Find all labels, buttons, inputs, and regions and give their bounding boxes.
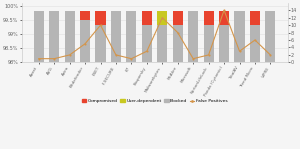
Bar xyxy=(157,11,167,25)
Bar xyxy=(34,11,44,62)
Bar xyxy=(219,25,229,62)
Bar xyxy=(266,11,275,62)
Bar xyxy=(204,25,214,62)
Bar xyxy=(80,20,90,62)
Bar xyxy=(49,11,59,62)
Bar xyxy=(173,25,183,62)
Bar xyxy=(142,25,152,62)
Bar xyxy=(204,11,214,25)
Bar xyxy=(126,11,136,62)
Bar xyxy=(95,11,106,25)
Legend: Compromised, User-dependent, Blocked, False Positives: Compromised, User-dependent, Blocked, Fa… xyxy=(80,97,229,105)
Bar xyxy=(95,25,106,62)
Bar xyxy=(219,11,229,25)
Bar xyxy=(142,11,152,25)
Bar xyxy=(188,11,198,62)
Bar xyxy=(235,11,244,62)
Bar xyxy=(250,25,260,62)
Bar xyxy=(80,11,90,20)
Bar xyxy=(64,11,75,62)
Bar xyxy=(173,11,183,25)
Bar xyxy=(157,25,167,62)
Bar xyxy=(111,11,121,62)
Bar xyxy=(250,11,260,25)
